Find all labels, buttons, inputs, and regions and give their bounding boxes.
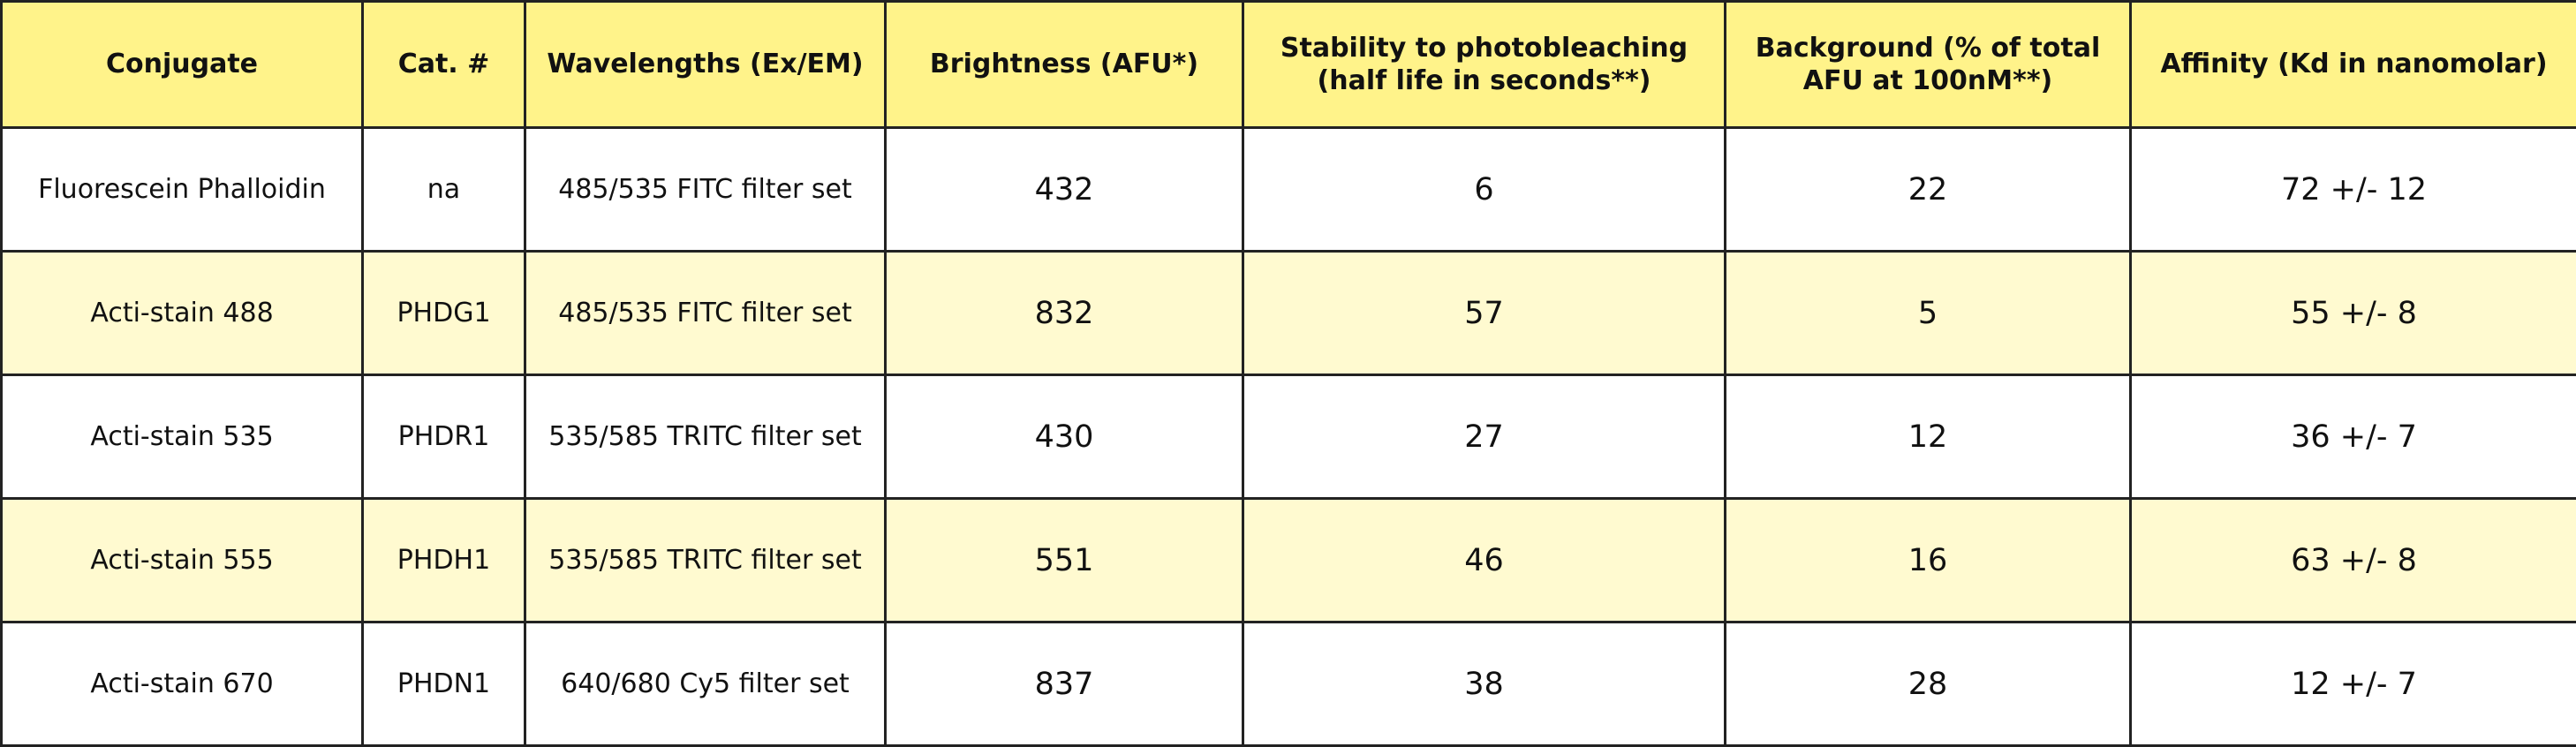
table-cell: Acti-stain 488	[2, 252, 363, 375]
table-cell: 72 +/- 12	[2131, 128, 2576, 252]
table-cell: PHDG1	[363, 252, 525, 375]
header-cell: Conjugate	[2, 2, 363, 128]
table-cell: Acti-stain 670	[2, 622, 363, 746]
header-cell: Stability to photobleaching (half life i…	[1243, 2, 1726, 128]
table-cell: 27	[1243, 375, 1726, 499]
table-cell: 5	[1726, 252, 2131, 375]
header-cell: Wavelengths (Ex/EM)	[525, 2, 886, 128]
table-cell: 12	[1726, 375, 2131, 499]
table-cell: 57	[1243, 252, 1726, 375]
table-cell: 12 +/- 7	[2131, 622, 2576, 746]
table-cell: 38	[1243, 622, 1726, 746]
table-cell: Fluorescein Phalloidin	[2, 128, 363, 252]
table-cell: 837	[886, 622, 1243, 746]
table-cell: na	[363, 128, 525, 252]
table-cell: PHDR1	[363, 375, 525, 499]
table-cell: 485/535 FITC filter set	[525, 252, 886, 375]
table-cell: 63 +/- 8	[2131, 499, 2576, 622]
table-cell: 432	[886, 128, 1243, 252]
table-cell: 485/535 FITC filter set	[525, 128, 886, 252]
header-cell: Affinity (Kd in nanomolar)	[2131, 2, 2576, 128]
table-cell: 55 +/- 8	[2131, 252, 2576, 375]
table-cell: 551	[886, 499, 1243, 622]
header-cell: Cat. #	[363, 2, 525, 128]
table-cell: 832	[886, 252, 1243, 375]
table-cell: 16	[1726, 499, 2131, 622]
table-cell: 22	[1726, 128, 2131, 252]
table-cell: 535/585 TRITC filter set	[525, 375, 886, 499]
table-cell: 535/585 TRITC filter set	[525, 499, 886, 622]
table-cell: PHDH1	[363, 499, 525, 622]
table-cell: 430	[886, 375, 1243, 499]
header-cell: Brightness (AFU*)	[886, 2, 1243, 128]
table-cell: Acti-stain 535	[2, 375, 363, 499]
header-cell: Background (% of total AFU at 100nM**)	[1726, 2, 2131, 128]
table-cell: PHDN1	[363, 622, 525, 746]
table-cell: 640/680 Cy5 filter set	[525, 622, 886, 746]
table-cell: 36 +/- 7	[2131, 375, 2576, 499]
table-cell: 46	[1243, 499, 1726, 622]
table-cell: 6	[1243, 128, 1726, 252]
table-cell: Acti-stain 555	[2, 499, 363, 622]
table-cell: 28	[1726, 622, 2131, 746]
